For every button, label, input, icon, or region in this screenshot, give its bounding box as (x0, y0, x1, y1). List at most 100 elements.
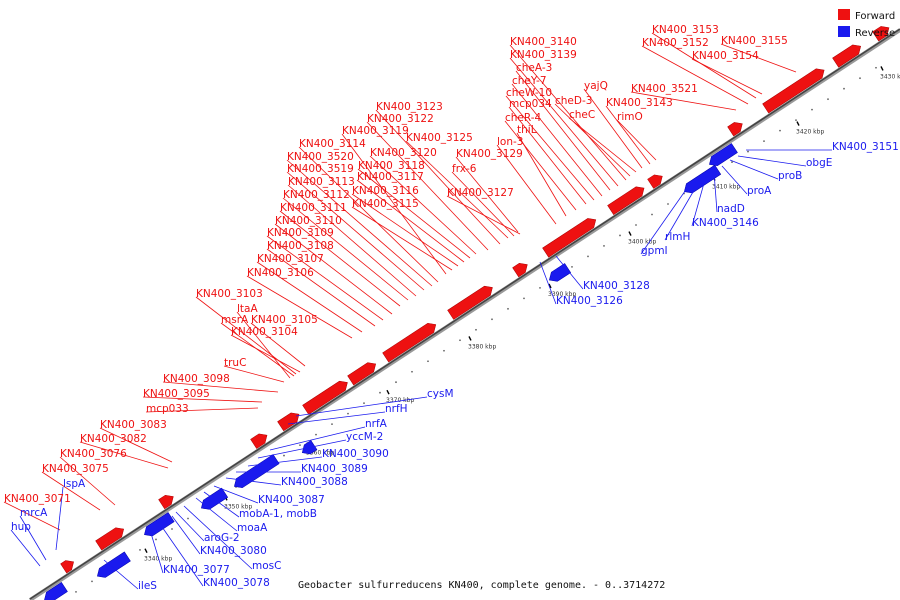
forward-gene-arrow[interactable] (447, 283, 496, 320)
gene-label-iles[interactable]: ileS (138, 580, 157, 592)
reverse-gene-arrow[interactable] (231, 454, 280, 491)
gene-label-kn400-3080[interactable]: KN400_3080 (200, 545, 267, 557)
forward-gene-arrow[interactable] (302, 378, 351, 415)
gene-label-kn400-3104[interactable]: KN400_3104 (231, 326, 298, 338)
forward-gene-arrow[interactable] (832, 42, 864, 68)
gene-label-msra[interactable]: msrA (221, 314, 249, 326)
gene-label-kn400-3143[interactable]: KN400_3143 (606, 97, 673, 109)
gene-label-kn400-3140[interactable]: KN400_3140 (510, 36, 577, 48)
gene-label-chew-10[interactable]: cheW-10 (506, 87, 552, 99)
forward-gene-arrow[interactable] (95, 524, 127, 551)
gene-label-mcp033[interactable]: mcp033 (146, 403, 189, 415)
reverse-gene-arrow[interactable] (41, 582, 68, 600)
gene-label-kn400-3127[interactable]: KN400_3127 (447, 187, 514, 199)
gene-label-kn400-3139[interactable]: KN400_3139 (510, 49, 577, 61)
gene-label-nrfa[interactable]: nrfA (365, 418, 388, 430)
gene-label-obge[interactable]: obgE (806, 157, 832, 169)
gene-label-thil[interactable]: thiL (517, 124, 537, 136)
gene-label-kn400-3107[interactable]: KN400_3107 (257, 253, 324, 265)
gene-label-truc[interactable]: truC (224, 357, 246, 369)
gene-label-kn400-3110[interactable]: KN400_3110 (275, 215, 342, 227)
gene-label-kn400-3126[interactable]: KN400_3126 (556, 295, 623, 307)
gene-label-chey-7[interactable]: cheY-7 (512, 75, 547, 87)
gene-label-kn400-3077[interactable]: KN400_3077 (163, 564, 230, 576)
gene-label-kn400-3115[interactable]: KN400_3115 (352, 198, 419, 210)
gene-label-kn400-3129[interactable]: KN400_3129 (456, 148, 523, 160)
gene-label-frx-6[interactable]: frx-6 (452, 163, 477, 175)
gene-label-ltaa[interactable]: ltaA (237, 303, 258, 315)
forward-gene-arrow[interactable] (727, 119, 746, 137)
gene-label-mrca[interactable]: mrcA (20, 507, 48, 519)
gene-label-cher-4[interactable]: cheR-4 (505, 112, 542, 124)
forward-gene-arrow[interactable] (512, 260, 531, 278)
gene-label-kn400-3106[interactable]: KN400_3106 (247, 267, 314, 279)
gene-label-chec[interactable]: cheC (569, 109, 595, 121)
forward-gene-arrow[interactable] (542, 215, 599, 258)
gene-label-kn400-3119[interactable]: KN400_3119 (342, 125, 409, 137)
gene-label-kn400-3089[interactable]: KN400_3089 (301, 463, 368, 475)
reverse-gene-arrow[interactable] (546, 263, 572, 284)
gene-label-kn400-3076[interactable]: KN400_3076 (60, 448, 127, 460)
forward-gene-arrow[interactable] (347, 359, 379, 386)
gene-label-chea-3[interactable]: cheA-3 (516, 62, 552, 74)
forward-gene-arrow[interactable] (382, 320, 439, 363)
gene-label-kn400-3153[interactable]: KN400_3153 (652, 24, 719, 36)
forward-gene-arrow[interactable] (762, 66, 828, 114)
forward-gene-arrow[interactable] (60, 557, 77, 574)
gene-label-kn400-3075[interactable]: KN400_3075 (42, 463, 109, 475)
forward-gene-arrow[interactable] (277, 410, 302, 432)
gene-label-kn400-3098[interactable]: KN400_3098 (163, 373, 230, 385)
gene-label-gpmi[interactable]: gpmI (641, 245, 668, 257)
gene-label-kn400-3123[interactable]: KN400_3123 (376, 101, 443, 113)
reverse-gene-arrow[interactable] (94, 551, 131, 581)
reverse-gene-arrow[interactable] (198, 487, 229, 513)
gene-label-mosc[interactable]: mosC (252, 560, 281, 572)
gene-label-mcp034[interactable]: mcp034 (509, 98, 552, 110)
gene-label-lon-3[interactable]: lon-3 (497, 136, 523, 148)
gene-label-kn400-3103[interactable]: KN400_3103 (196, 288, 263, 300)
gene-label-kn400-3078[interactable]: KN400_3078 (203, 577, 270, 589)
gene-label-arog-2[interactable]: aroG-2 (204, 532, 240, 544)
gene-label-kn400-3113[interactable]: KN400_3113 (288, 176, 355, 188)
gene-label-kn400-3111[interactable]: KN400_3111 (280, 202, 347, 214)
gene-label-rimo[interactable]: rimO (617, 111, 643, 123)
gene-label-kn400-3519[interactable]: KN400_3519 (287, 163, 354, 175)
gene-label-yccm-2[interactable]: yccM-2 (346, 431, 383, 443)
gene-label-kn400-3071[interactable]: KN400_3071 (4, 493, 71, 505)
gene-label-kn400-3128[interactable]: KN400_3128 (583, 280, 650, 292)
gene-label-prob[interactable]: proB (778, 170, 802, 182)
gene-label-lspa[interactable]: lspA (63, 478, 86, 490)
gene-label-kn400-3087[interactable]: KN400_3087 (258, 494, 325, 506)
gene-label-kn400-3082[interactable]: KN400_3082 (80, 433, 147, 445)
gene-label-kn400-3154[interactable]: KN400_3154 (692, 50, 759, 62)
gene-label-cysm[interactable]: cysM (427, 388, 454, 400)
gene-label-kn400-3520[interactable]: KN400_3520 (287, 151, 354, 163)
gene-label-yajq[interactable]: yajQ (584, 80, 608, 92)
reverse-gene-arrow[interactable] (706, 143, 738, 169)
forward-gene-arrow[interactable] (647, 172, 666, 189)
gene-label-kn400-3151[interactable]: KN400_3151 (832, 141, 899, 153)
gene-label-kn400-3122[interactable]: KN400_3122 (367, 113, 434, 125)
gene-label-kn400-3118[interactable]: KN400_3118 (358, 160, 425, 172)
gene-label-moaa[interactable]: moaA (237, 522, 268, 534)
gene-label-kn400-3155[interactable]: KN400_3155 (721, 35, 788, 47)
gene-label-nrfh[interactable]: nrfH (385, 403, 408, 415)
gene-label-kn400-3095[interactable]: KN400_3095 (143, 388, 210, 400)
gene-label-kn400-3112[interactable]: KN400_3112 (283, 189, 350, 201)
gene-label-kn400-3083[interactable]: KN400_3083 (100, 419, 167, 431)
gene-label-kn400-3108[interactable]: KN400_3108 (267, 240, 334, 252)
forward-gene-arrow[interactable] (250, 431, 270, 449)
gene-label-kn400-3114[interactable]: KN400_3114 (299, 138, 366, 150)
gene-label-nadd[interactable]: nadD (717, 203, 745, 215)
gene-label-proa[interactable]: proA (747, 185, 772, 197)
gene-label-kn400-3105[interactable]: KN400_3105 (251, 314, 318, 326)
reverse-gene-arrow[interactable] (681, 164, 722, 196)
forward-gene-arrow[interactable] (607, 184, 647, 215)
gene-label-hup[interactable]: hup (11, 521, 31, 533)
gene-label-kn400-3090[interactable]: KN400_3090 (322, 448, 389, 460)
gene-label-kn400-3120[interactable]: KN400_3120 (370, 147, 437, 159)
gene-label-kn400-3117[interactable]: KN400_3117 (357, 171, 424, 183)
gene-label-kn400-3146[interactable]: KN400_3146 (692, 217, 759, 229)
gene-label-kn400-3109[interactable]: KN400_3109 (267, 227, 334, 239)
gene-label-rlmh[interactable]: rlmH (665, 231, 690, 243)
